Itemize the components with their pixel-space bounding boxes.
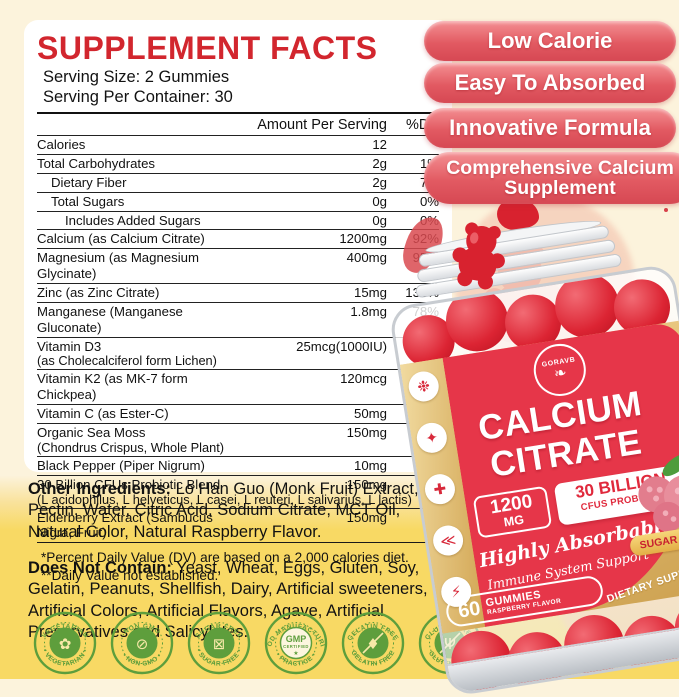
does-not-contain-label: Does Not Contain: [28,559,172,577]
svg-text:GMP: GMP [286,634,307,644]
table-row: Vitamin C (as Ester-C)50mg55% [37,404,439,423]
svg-text:★: ★ [293,650,298,657]
product-bottle: ❉ ✦ ✚ ≪ ⚡ GORAVB ❧ CALCIUM CITRATE 1200 … [380,212,679,697]
table-row: Vitamin K2 (as MK-7 form Chickpea) 120mcg… [37,369,439,404]
col-amount: Amount Per Serving [257,117,387,134]
gummies-count: 60 [456,596,482,623]
servings-per-container: Serving Per Container: 30 [43,88,233,107]
stamp-sugar-free: SUGAR FREE • SUGAR FREE • ⊠ [187,611,251,675]
gmp-seal-icon: GMP CERTIFIED ★ [283,634,309,657]
table-row: Total Sugars 0g 0% [37,191,439,211]
gummy-bear-icon [452,222,505,290]
stamp-non-gmo: NON GMO • NON GMO • ⊘ [110,611,174,675]
footnotes: *Percent Daily Value (DV) are based on a… [37,549,439,584]
stamp-vegetarian: VEGETARIAN • VEGETARIAN • ✿ [33,611,97,675]
claim-pill-low-calorie: Low Calorie [424,21,676,61]
stamp-gmp-certified: GOOD MANUFACTURING • PRACTICE • GMP CERT… [261,606,328,675]
svg-text:CERTIFIED: CERTIFIED [283,644,309,649]
table-row: 30 Billion CFUs Probiotic Blend150mg*(L … [37,474,439,508]
table-row: Zinc (as Zinc Citrate)15mg136% [37,283,439,302]
footnote-not-established: **Daily Value not established. [41,567,219,583]
splatter-dot [664,208,668,212]
raspberries-illustration [638,453,679,532]
table-row: Manganese (Manganese Gluconate)1.8mg78% [37,301,439,337]
other-ingredients-label: Other Ingredients: [28,480,172,498]
table-row: Dietary Fiber2g7% [37,172,439,192]
other-ingredients: Other Ingredients: Lo Han Guo (Monk Frui… [28,479,444,543]
sugar-cube-icon: ⊠ [213,635,226,653]
jar-body: ❉ ✦ ✚ ≪ ⚡ GORAVB ❧ CALCIUM CITRATE 1200 … [387,263,679,697]
dna-icon: ⊘ [136,635,149,653]
table-row: Black Pepper (Piper Nigrum)10mg* [37,455,439,475]
table-row: Calcium (as Calcium Citrate)1200mg92% [37,229,439,248]
claim-pill-easy-absorbed: Easy To Absorbed [424,63,676,103]
claim-pill-innovative-formula: Innovative Formula [424,108,676,148]
stamp-gelatin-free: GELATIN FREE • GELATIN FREE • ♦ [340,606,405,675]
supplement-facts-panel: SUPPLEMENT FACTS Serving Size: 2 Gummies… [24,20,452,583]
panel-title: SUPPLEMENT FACTS [37,30,378,66]
table-row: Magnesium (as Magnesium Glycinate)400mg9… [37,248,439,283]
footnote-dv: *Percent Daily Value (DV) are based on a… [41,550,409,566]
sprout-icon: ✿ [59,635,72,653]
other-ingredients-text: Lo Han Guo (Monk Fruit) Extract, Pectin,… [28,480,419,541]
serving-size: Serving Size: 2 Gummies [43,68,230,86]
bottle-label: ❉ ✦ ✚ ≪ ⚡ GORAVB ❧ CALCIUM CITRATE 1200 … [397,319,679,635]
table-header: Amount Per Serving %DV [37,112,439,135]
table-row: Total Carbohydrates2g1% [37,154,439,173]
claim-pill-comprehensive-calcium: Comprehensive Calcium Supplement [424,152,679,204]
